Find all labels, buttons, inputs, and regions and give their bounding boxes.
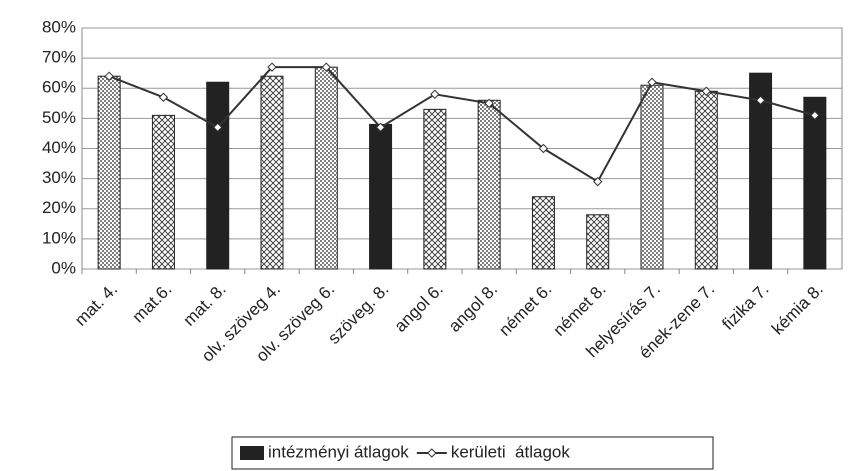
marker: [375, 122, 386, 133]
bar: [260, 75, 284, 270]
y-tick-label: 40%: [42, 138, 76, 157]
y-tick-label: 60%: [42, 78, 76, 97]
marker: [810, 110, 820, 121]
marker: [647, 77, 657, 87]
marker: [267, 62, 277, 72]
bar: [369, 123, 393, 270]
bar: [749, 72, 773, 270]
bar: [531, 196, 555, 270]
marker: [104, 71, 114, 81]
marker: [321, 62, 331, 72]
bar: [803, 96, 827, 270]
x-tick-label: mat.6.: [129, 280, 176, 327]
x-tick-label: angol 6.: [391, 280, 447, 336]
y-tick-label: 10%: [42, 228, 76, 247]
marker: [701, 86, 711, 96]
x-tick-label: német 6.: [495, 280, 555, 340]
marker: [213, 122, 223, 133]
x-tick-label: mat. 8.: [180, 280, 230, 330]
marker: [158, 92, 169, 102]
legend-swatch: [240, 446, 264, 460]
y-tick-label: 20%: [42, 198, 76, 217]
bar: [97, 75, 121, 270]
line: [108, 66, 816, 184]
bar: [477, 99, 501, 270]
y-tick-label: 50%: [42, 108, 76, 127]
y-tick-label: 0%: [51, 258, 76, 277]
y-tick-label: 70%: [42, 48, 76, 67]
y-tick-label: 80%: [42, 17, 76, 36]
marker: [593, 176, 603, 187]
bar: [586, 214, 610, 270]
legend-box: [231, 436, 714, 470]
bar: [206, 81, 230, 270]
marker: [484, 98, 494, 109]
bar: [314, 66, 338, 270]
x-tick-label: mat. 4.: [71, 280, 121, 330]
bar: [694, 90, 718, 270]
legend-marker: [427, 448, 437, 458]
y-tick-label: 30%: [42, 168, 76, 187]
marker: [755, 95, 766, 106]
bar: [151, 114, 175, 270]
marker: [430, 89, 440, 99]
bar: [640, 84, 664, 270]
legend-label: intézményi átlagok: [268, 442, 409, 461]
x-tick-label: angol 8.: [445, 280, 501, 336]
marker: [538, 143, 549, 154]
bar: [423, 108, 447, 270]
x-tick-label: fizika 7.: [718, 280, 772, 334]
x-tick-label: kémia 8.: [768, 280, 827, 339]
legend-label: kerületi átlagok: [451, 442, 571, 461]
